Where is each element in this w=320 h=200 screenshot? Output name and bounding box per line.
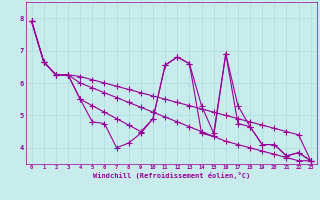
X-axis label: Windchill (Refroidissement éolien,°C): Windchill (Refroidissement éolien,°C) (92, 172, 250, 179)
